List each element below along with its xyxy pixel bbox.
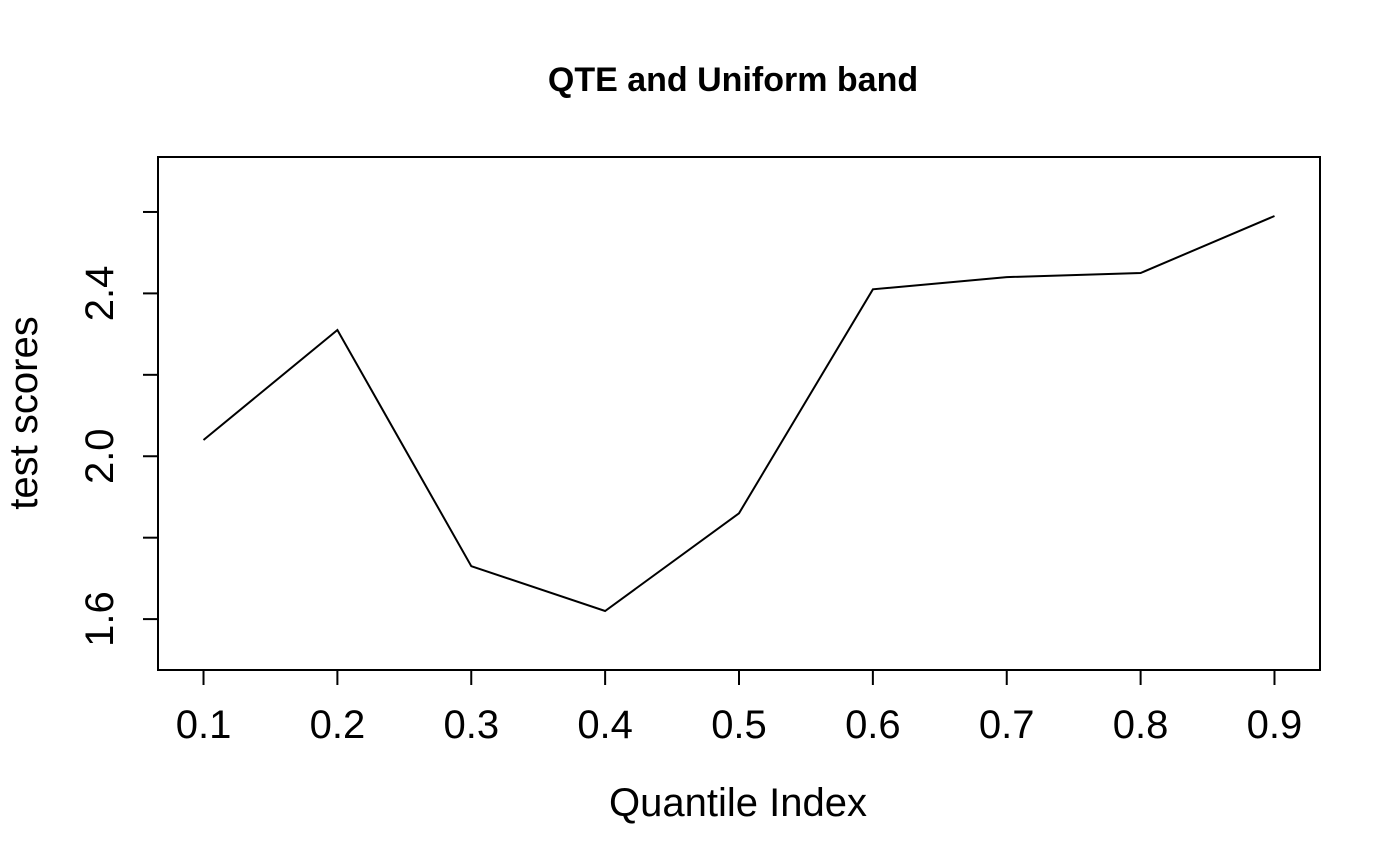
x-tick-label: 0.8	[1113, 703, 1169, 747]
y-tick-label: 1.6	[78, 591, 122, 647]
x-tick-label: 0.1	[176, 703, 232, 747]
x-tick-label: 0.5	[711, 703, 767, 747]
x-axis-label: Quantile Index	[609, 781, 867, 825]
y-axis-label: test scores	[2, 316, 46, 509]
y-axis-ticks: 1.6 2.0 2.4	[78, 210, 158, 647]
x-axis-ticks: 0.1 0.2 0.3 0.4 0.5 0.6 0.7 0.8 0.9	[176, 670, 1303, 747]
x-tick-label: 0.9	[1247, 703, 1303, 747]
x-tick-label: 0.3	[443, 703, 499, 747]
x-tick-label: 0.6	[845, 703, 901, 747]
x-tick-label: 0.7	[979, 703, 1035, 747]
y-tick-label: 2.0	[78, 428, 122, 484]
x-tick-label: 0.2	[310, 703, 366, 747]
y-tick-label: 2.4	[78, 266, 122, 322]
x-tick-label: 0.4	[577, 703, 633, 747]
chart-title: QTE and Uniform band	[548, 61, 918, 99]
plot-frame	[157, 156, 1321, 671]
series-line	[202, 215, 1275, 613]
